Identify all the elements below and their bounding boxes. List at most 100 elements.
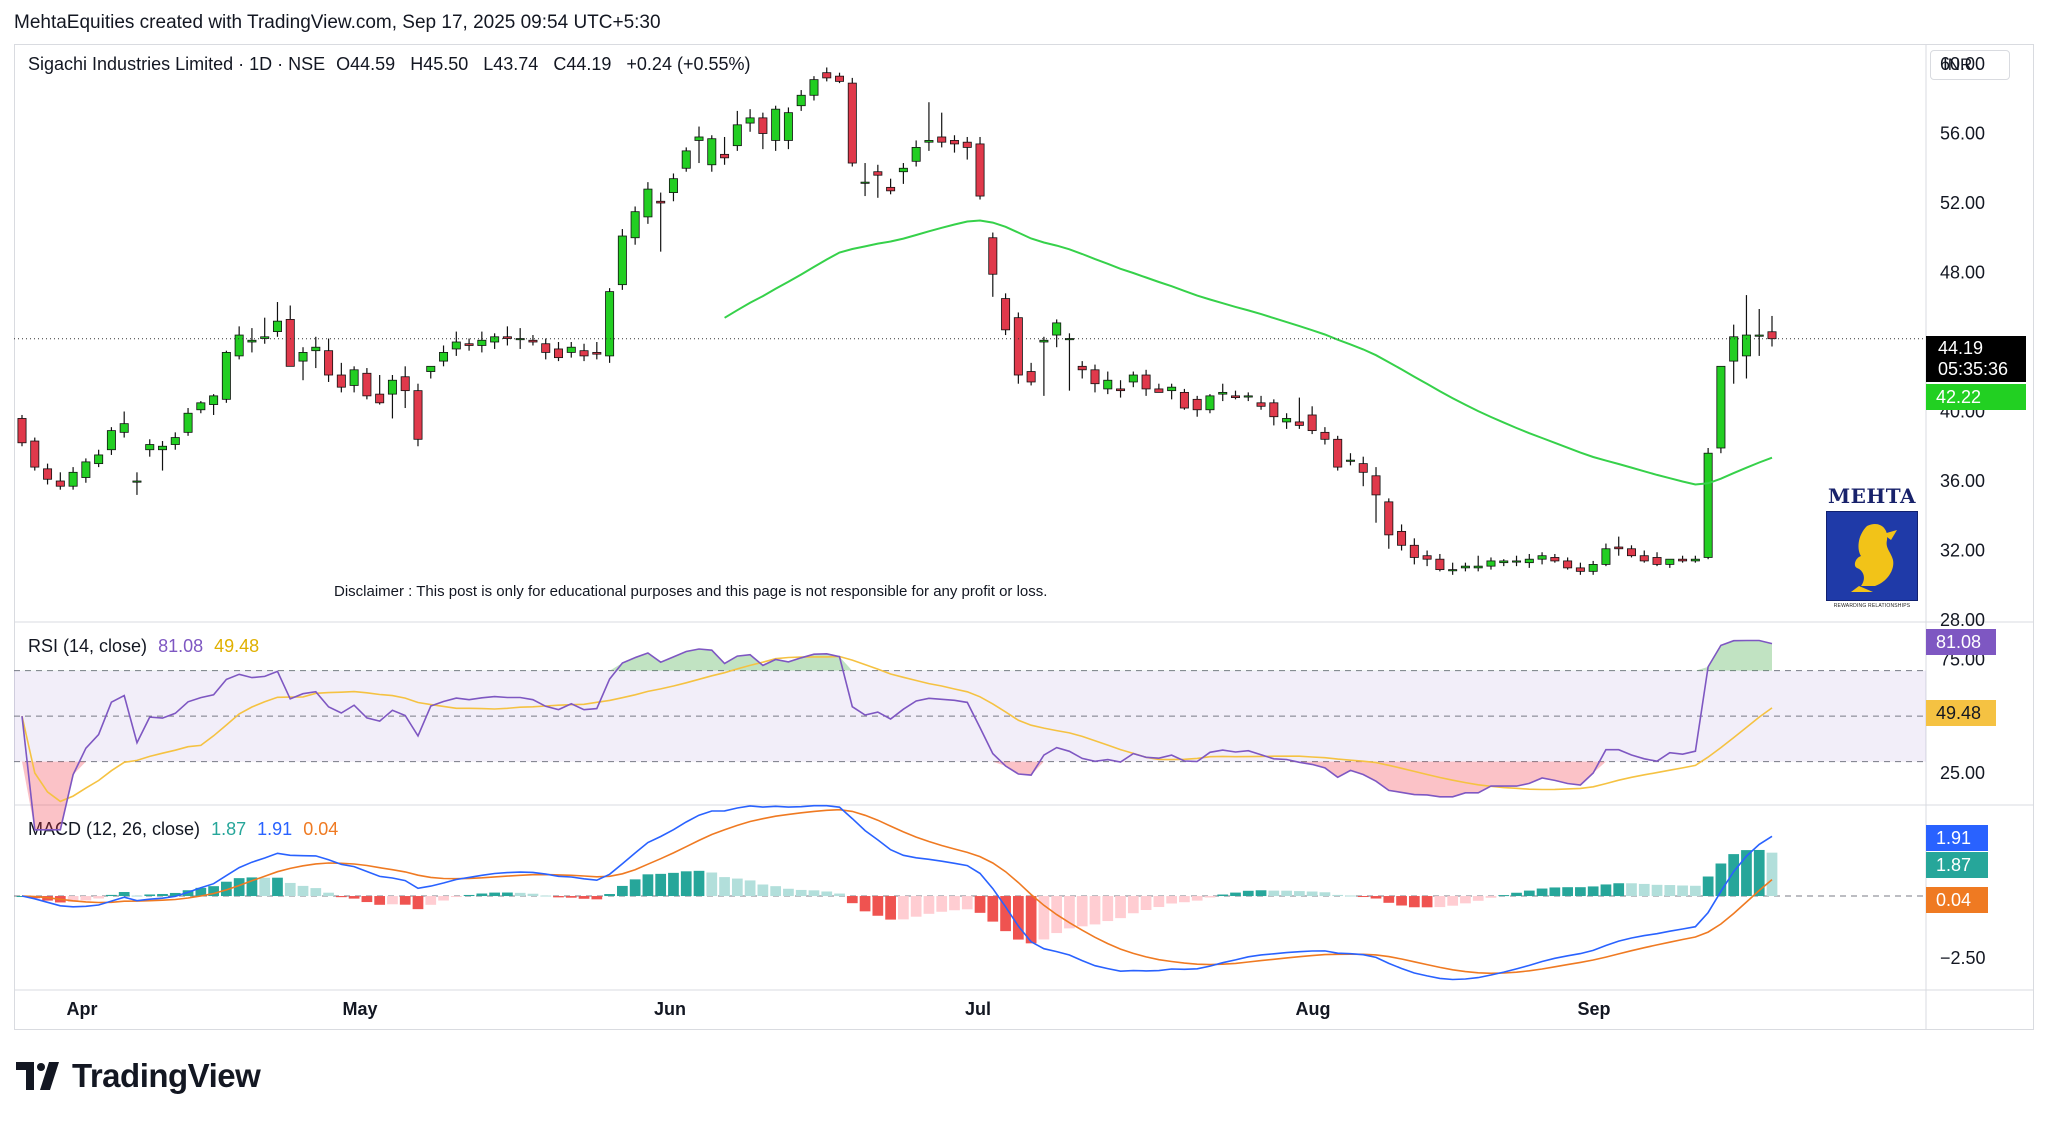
macd-histogram-bar bbox=[1460, 896, 1471, 904]
time-axis-label: Sep bbox=[1577, 999, 1610, 1019]
candle-body bbox=[860, 181, 870, 184]
candle-body bbox=[362, 372, 372, 397]
macd-histogram-bar bbox=[1651, 884, 1663, 897]
macd-histogram-bar bbox=[1587, 886, 1599, 897]
macd-histogram-bar bbox=[795, 889, 807, 897]
macd-histogram-bar bbox=[1728, 854, 1740, 897]
last-price-tag: 44.19 05:35:36 bbox=[1926, 336, 2026, 382]
macd-signal-tag: 0.04 bbox=[1926, 887, 1988, 913]
macd-histogram-bar bbox=[744, 880, 756, 897]
rsi-ma-value: 49.48 bbox=[214, 636, 260, 656]
candle-body bbox=[707, 138, 717, 166]
candle-body bbox=[1575, 567, 1585, 572]
macd-histogram-bar bbox=[208, 886, 219, 897]
candle-body bbox=[375, 393, 385, 404]
macd-histogram-bar bbox=[1638, 883, 1650, 897]
macd-histogram-bar bbox=[1076, 896, 1088, 927]
macd-histogram-bar bbox=[872, 896, 884, 916]
macd-histogram-bar bbox=[1472, 896, 1484, 901]
macd-histogram-bar bbox=[846, 896, 858, 904]
ema-line bbox=[724, 219, 1773, 486]
price-tick-label: 32.00 bbox=[1940, 541, 1985, 561]
candle-body bbox=[43, 468, 53, 480]
candle-body bbox=[579, 350, 589, 357]
macd-histogram-bar bbox=[1434, 896, 1446, 908]
rsi-value-tag: 81.08 bbox=[1926, 629, 1996, 655]
countdown-value: 05:35:36 bbox=[1938, 359, 2009, 379]
candle-body bbox=[554, 348, 563, 359]
symbol-title[interactable]: Sigachi Industries Limited · 1D · NSE bbox=[28, 54, 326, 74]
candle-body bbox=[566, 346, 576, 353]
candle-body bbox=[668, 178, 678, 193]
candle-body bbox=[221, 352, 231, 400]
candle-body bbox=[451, 341, 461, 350]
macd-histogram-bar bbox=[1613, 883, 1625, 897]
tradingview-logo[interactable]: TradingView bbox=[16, 1057, 261, 1095]
macd-histogram-bar bbox=[144, 894, 156, 897]
macd-histogram-bar bbox=[834, 893, 845, 897]
macd-histogram-bar bbox=[246, 877, 258, 897]
candle-body bbox=[796, 94, 806, 107]
macd-histogram-bar bbox=[642, 874, 654, 897]
macd-histogram-bar bbox=[1549, 887, 1561, 897]
candle-body bbox=[592, 352, 602, 355]
time-axis-label: Apr bbox=[67, 999, 98, 1019]
macd-histogram-bar bbox=[195, 887, 207, 897]
candle-body bbox=[400, 376, 410, 392]
macd-histogram-bar bbox=[936, 896, 948, 912]
candle-body bbox=[145, 444, 155, 451]
candle-body bbox=[1333, 438, 1343, 468]
macd-histogram-bar bbox=[655, 873, 667, 897]
open-value: O44.59 bbox=[336, 54, 396, 74]
chart-canvas[interactable]: 60.0056.0052.0048.0040.0036.0032.0028.00… bbox=[0, 0, 2048, 1040]
currency-selector[interactable]: INR bbox=[1930, 50, 2010, 80]
candle-body bbox=[1397, 530, 1407, 546]
macd-histogram-bar bbox=[1511, 892, 1522, 897]
macd-histogram-bar bbox=[118, 892, 130, 897]
candle-body bbox=[605, 291, 615, 357]
chart-frame bbox=[14, 44, 2034, 1030]
attribution-text: MehtaEquities created with TradingView.c… bbox=[14, 12, 661, 33]
rsi-title[interactable]: RSI (14, close) bbox=[28, 636, 148, 656]
price-tick-label: 52.00 bbox=[1940, 193, 1985, 213]
candle-body bbox=[1256, 402, 1266, 407]
candle-body bbox=[809, 79, 819, 96]
macd-histogram-bar bbox=[668, 872, 679, 897]
macd-histogram-bar bbox=[1677, 885, 1688, 897]
rsi-ma-line bbox=[21, 655, 1773, 803]
candle-body bbox=[311, 346, 321, 352]
macd-legend: MACD (12, 26, close) 1.87 1.91 0.04 bbox=[28, 819, 344, 840]
candle-body bbox=[1678, 558, 1688, 562]
macd-histogram-bar bbox=[770, 886, 782, 897]
rsi-legend: RSI (14, close) 81.08 49.48 bbox=[28, 636, 265, 657]
candle-body bbox=[196, 402, 206, 411]
rsi-line bbox=[21, 639, 1773, 831]
macd-histogram-bar bbox=[1064, 896, 1075, 929]
candle-body bbox=[413, 390, 423, 440]
macd-title[interactable]: MACD (12, 26, close) bbox=[28, 819, 201, 839]
candle-body bbox=[1269, 402, 1279, 418]
macd-histogram-bar bbox=[808, 890, 820, 897]
macd-histogram-bar bbox=[731, 878, 743, 897]
candle-body bbox=[975, 143, 985, 197]
candle-body bbox=[1116, 388, 1126, 392]
macd-histogram-bar bbox=[974, 896, 986, 913]
candle-body bbox=[745, 117, 755, 124]
macd-histogram-bar bbox=[1485, 896, 1497, 898]
macd-histogram-bar bbox=[1357, 896, 1369, 898]
change-value: +0.24 (+0.55%) bbox=[626, 54, 751, 74]
candle-body bbox=[106, 430, 116, 451]
candle-body bbox=[1307, 414, 1317, 432]
macd-histogram-bar bbox=[1319, 892, 1331, 897]
macd-histogram-bar bbox=[1102, 896, 1114, 922]
candle-body bbox=[732, 124, 742, 147]
macd-histogram-bar bbox=[514, 892, 526, 897]
candle-body bbox=[1243, 395, 1253, 398]
candle-body bbox=[94, 454, 104, 465]
candle-body bbox=[1077, 365, 1087, 371]
candle-body bbox=[1409, 544, 1419, 558]
candle-body bbox=[1167, 386, 1177, 392]
macd-histogram-bar bbox=[1140, 896, 1152, 911]
candle-body bbox=[1601, 548, 1611, 565]
macd-histogram-bar bbox=[565, 896, 577, 898]
